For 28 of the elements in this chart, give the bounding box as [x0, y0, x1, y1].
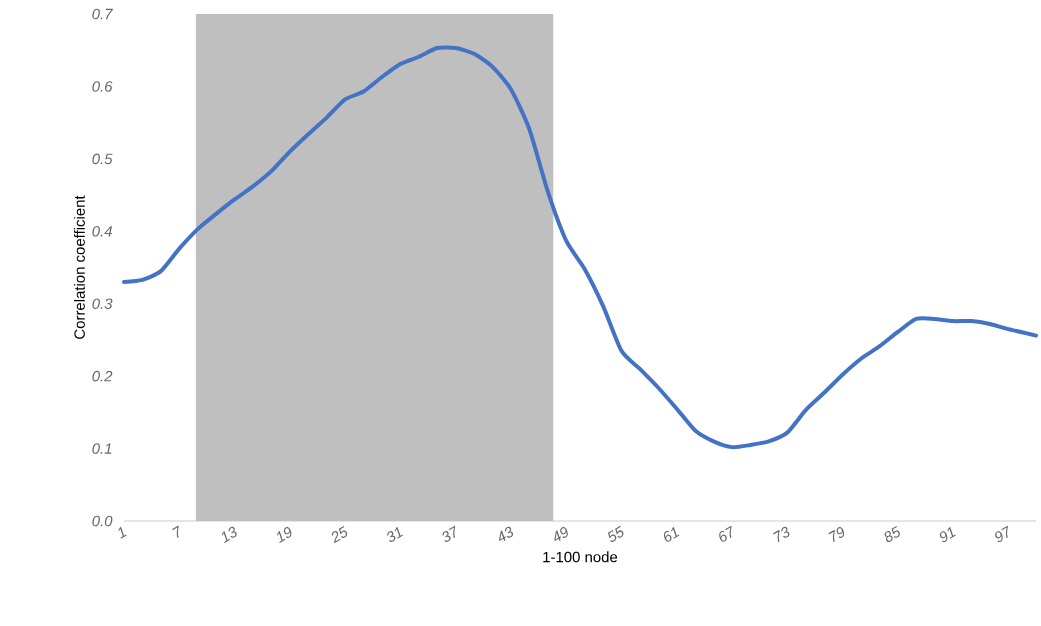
line-series — [122, 45, 1038, 450]
y-tick-label: 0.7 — [92, 8, 113, 20]
x-tick-label: 1 — [118, 526, 127, 539]
x-tick-label: 31 — [387, 526, 403, 542]
x-tick-label: 61 — [663, 526, 680, 542]
x-tick-label: 55 — [607, 525, 624, 542]
x-tick-label: 49 — [554, 527, 568, 542]
y-axis-title: Correlation coefficient — [73, 195, 85, 339]
x-tick-label: 25 — [331, 525, 348, 544]
x-tick-label: 43 — [499, 526, 514, 542]
y-tick-label: 0.6 — [92, 81, 113, 92]
x-tick-label: 97 — [995, 525, 1008, 543]
x-tick-label: 73 — [773, 526, 790, 543]
y-tick-label: 0.5 — [92, 153, 113, 165]
y-tick-label: 0.1 — [92, 443, 112, 454]
x-tick-label: 91 — [939, 526, 956, 543]
x-tick-label: 85 — [884, 525, 900, 543]
y-tick-label: 0.3 — [92, 298, 113, 309]
x-tick-label: 67 — [719, 525, 732, 542]
y-tick-label: 0.4 — [92, 225, 112, 237]
x-tick-label: 79 — [828, 527, 845, 543]
x-tick-label: 7 — [172, 525, 179, 538]
x-tick-label: 37 — [442, 525, 456, 542]
x-tick-label: 13 — [221, 526, 237, 543]
y-tick-label: 0.2 — [92, 370, 113, 382]
x-axis-title: 1-100 node — [543, 551, 618, 563]
y-tick-label: 0.0 — [92, 515, 113, 527]
x-tick-label: 19 — [277, 527, 292, 543]
